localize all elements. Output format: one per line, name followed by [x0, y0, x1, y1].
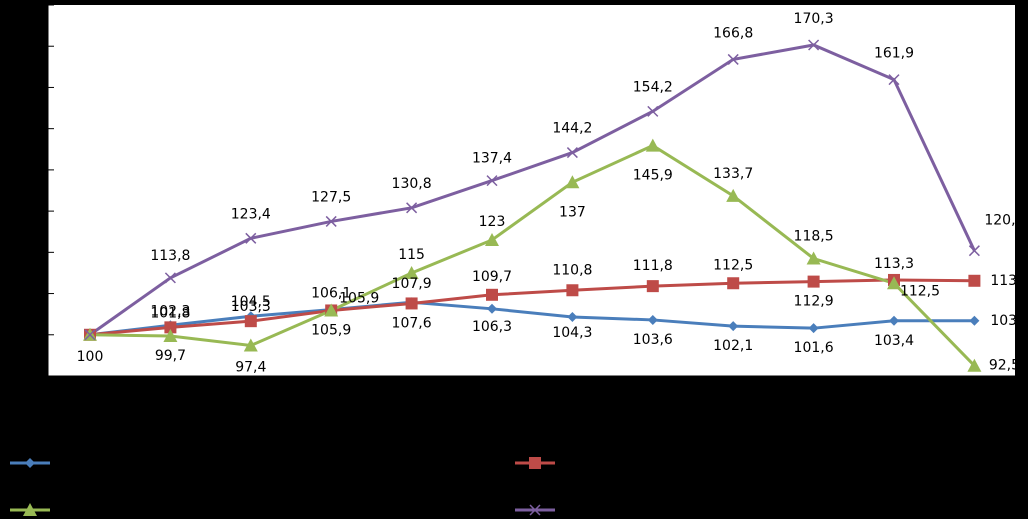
point — [566, 284, 579, 297]
data-label: 123 — [479, 214, 506, 230]
point — [405, 297, 418, 310]
point — [566, 147, 578, 159]
series-line — [89, 43, 976, 337]
point — [968, 245, 980, 257]
data-label: 154,2 — [633, 79, 673, 95]
point — [245, 232, 257, 244]
point — [808, 323, 819, 334]
point — [728, 321, 739, 332]
point — [485, 232, 499, 246]
point — [967, 358, 982, 372]
point — [889, 315, 899, 326]
legend-marker — [529, 457, 541, 469]
point — [164, 272, 176, 284]
point — [969, 315, 980, 326]
point — [325, 215, 337, 227]
data-label: 112,5 — [713, 257, 753, 273]
data-label: 99,7 — [155, 348, 186, 364]
point — [647, 314, 658, 325]
data-label: 115 — [398, 247, 425, 263]
data-label: 102,1 — [713, 338, 753, 354]
data-label: 120,4 — [984, 213, 1024, 229]
point — [163, 329, 178, 343]
series-line — [89, 278, 975, 337]
data-label: 103,3 — [231, 299, 271, 315]
data-label: 103,6 — [633, 332, 673, 348]
point — [645, 138, 660, 152]
data-label: 107,6 — [392, 315, 432, 331]
data-label: 113,8 — [150, 248, 190, 264]
data-label: 145,9 — [633, 168, 673, 184]
point — [727, 53, 739, 65]
data-label: 113,1 — [990, 273, 1028, 289]
data-label: 110,8 — [552, 262, 592, 278]
data-label: 101,6 — [794, 340, 834, 356]
data-label: 104,3 — [552, 325, 592, 341]
data-label: 97,4 — [235, 359, 266, 375]
data-label: 92,5 — [989, 358, 1020, 374]
data-label: 112,5 — [900, 283, 940, 299]
point — [808, 39, 820, 51]
data-label: 137,4 — [472, 151, 512, 167]
point — [727, 277, 740, 290]
point — [807, 275, 820, 288]
point — [567, 312, 578, 323]
data-label: 109,7 — [472, 269, 512, 285]
data-label: 104,5 — [231, 294, 271, 310]
plot-area — [48, 5, 1015, 376]
point — [968, 274, 981, 287]
legend-marker — [23, 503, 37, 516]
point — [84, 329, 96, 341]
data-label: 144,2 — [552, 121, 592, 137]
data-label: 137 — [559, 204, 586, 220]
data-label: 123,4 — [231, 206, 271, 222]
point — [887, 276, 901, 290]
point — [486, 288, 498, 301]
point — [806, 251, 821, 265]
data-label: 111,8 — [633, 258, 673, 274]
data-label: 166,8 — [713, 25, 753, 41]
point — [244, 315, 257, 328]
legend-marker — [25, 458, 35, 468]
point — [726, 188, 741, 202]
data-label: 133,7 — [713, 166, 753, 182]
point — [487, 303, 497, 314]
data-label: 106,1 — [311, 286, 351, 302]
data-label: 106,3 — [472, 319, 512, 335]
data-label: 105,9 — [311, 322, 351, 338]
point — [647, 105, 659, 117]
data-label: 102,3 — [150, 303, 190, 319]
point — [646, 280, 659, 293]
data-label: 161,9 — [874, 46, 914, 62]
point — [565, 175, 580, 189]
point — [406, 202, 418, 214]
data-label: 127,5 — [311, 189, 351, 205]
legend-marker — [529, 504, 541, 516]
data-label: 103,4 — [874, 333, 914, 349]
point — [486, 175, 498, 187]
series-line — [89, 300, 975, 337]
point — [243, 338, 258, 352]
series-line — [89, 143, 976, 367]
data-label: 130,8 — [392, 176, 432, 192]
data-label: 107,9 — [392, 276, 432, 292]
data-label: 170,3 — [794, 11, 834, 27]
point — [888, 74, 900, 86]
data-label: 112,9 — [794, 294, 834, 310]
data-label: 103,4 — [990, 313, 1028, 329]
point — [404, 265, 419, 279]
point — [164, 321, 177, 334]
data-label: 100 — [77, 349, 104, 365]
data-label: 113,3 — [874, 256, 914, 272]
data-label: 118,5 — [794, 229, 834, 245]
point — [324, 303, 339, 317]
data-label: 101,8 — [150, 305, 190, 321]
data-label: 105,9 — [339, 290, 379, 306]
